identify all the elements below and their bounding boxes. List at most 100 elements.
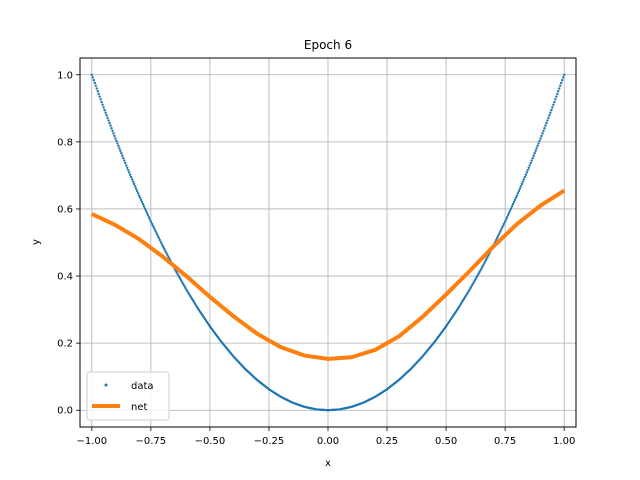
data-point [130,178,134,181]
data-point [562,76,565,79]
data-point [555,95,558,98]
data-point [110,126,113,130]
y-tick-label: 1.0 [57,70,73,81]
data-point [131,180,135,183]
data-point [541,132,544,135]
data-point [482,263,485,266]
data-point [166,254,169,257]
data-point [548,114,551,117]
data-point [556,92,559,96]
data-point [109,124,112,127]
data-point [161,244,164,248]
x-tick-label: 0.25 [376,436,398,447]
data-point [474,277,477,281]
data-point [559,84,562,87]
data-point [531,156,534,160]
data-point [525,171,528,174]
legend-marker-data [104,383,108,387]
data-point [477,272,480,275]
data-point [532,154,535,157]
data-point [480,267,483,270]
data-point [536,144,539,148]
x-tick-label: 0.00 [317,436,339,447]
x-tick-label: 0.75 [494,436,516,447]
data-point [552,103,555,106]
y-tick-label: 0.6 [57,204,73,215]
data-point [540,134,543,138]
data-point [184,286,187,289]
data-point [539,137,542,140]
data-point [499,230,502,233]
data-point [118,147,121,150]
data-point [98,95,101,98]
data-point [179,277,182,281]
data-point [497,234,500,237]
data-point [111,129,114,132]
data-point [560,81,563,85]
data-point [164,250,167,253]
data-point [522,178,526,181]
x-tick-label: −0.75 [136,436,167,447]
data-point [514,196,518,199]
data-point [506,213,510,217]
x-tick-label: 1.00 [553,436,575,447]
data-point [120,151,123,155]
data-point [117,144,120,148]
data-point [553,100,556,104]
data-point [180,279,183,282]
data-point [160,242,163,246]
data-point [509,207,513,210]
y-tick-label: 0.4 [57,272,73,283]
data-point [124,161,127,165]
data-point [136,192,140,195]
data-point [558,87,561,90]
y-tick-label: 0.0 [57,406,73,417]
data-point [523,175,527,179]
data-point [132,182,136,186]
data-point [137,194,141,197]
data-point [101,103,104,106]
data-point [502,222,506,225]
data-point [562,73,566,76]
legend-label-net: net [131,402,147,413]
ticks: −1.00 −0.75 −0.50 −0.25 0.00 0.25 0.50 0.75 1.00… [57,70,575,447]
data-point [95,87,98,90]
data-point [495,238,498,241]
data-point [513,198,517,202]
data-point [486,255,489,259]
data-point [91,76,94,79]
data-point [498,232,501,235]
data-point [557,89,560,93]
data-point [471,283,474,286]
data-point [163,248,166,251]
data-point [183,284,186,288]
data-point [519,185,523,188]
data-point [90,73,94,76]
data-point [512,200,516,204]
series-data [90,73,566,412]
data-point [177,274,180,277]
data-point [530,159,533,162]
data-point [537,142,540,145]
data-point [529,161,532,165]
data-point [500,228,503,231]
data-point [518,187,522,190]
data-point [133,185,137,188]
data-point [476,274,479,277]
data-point [142,205,146,208]
data-point [524,173,528,176]
data-point [178,276,181,279]
data-point [182,283,185,286]
data-point [122,156,125,160]
data-point [554,98,557,101]
data-point [473,279,476,282]
data-point [533,151,536,155]
data-point [181,281,184,284]
x-tick-label: −1.00 [76,436,107,447]
data-point [148,218,152,221]
data-point [140,200,144,204]
data-point [500,226,504,229]
data-point [135,189,139,193]
data-point [138,196,142,199]
data-point [176,272,179,275]
